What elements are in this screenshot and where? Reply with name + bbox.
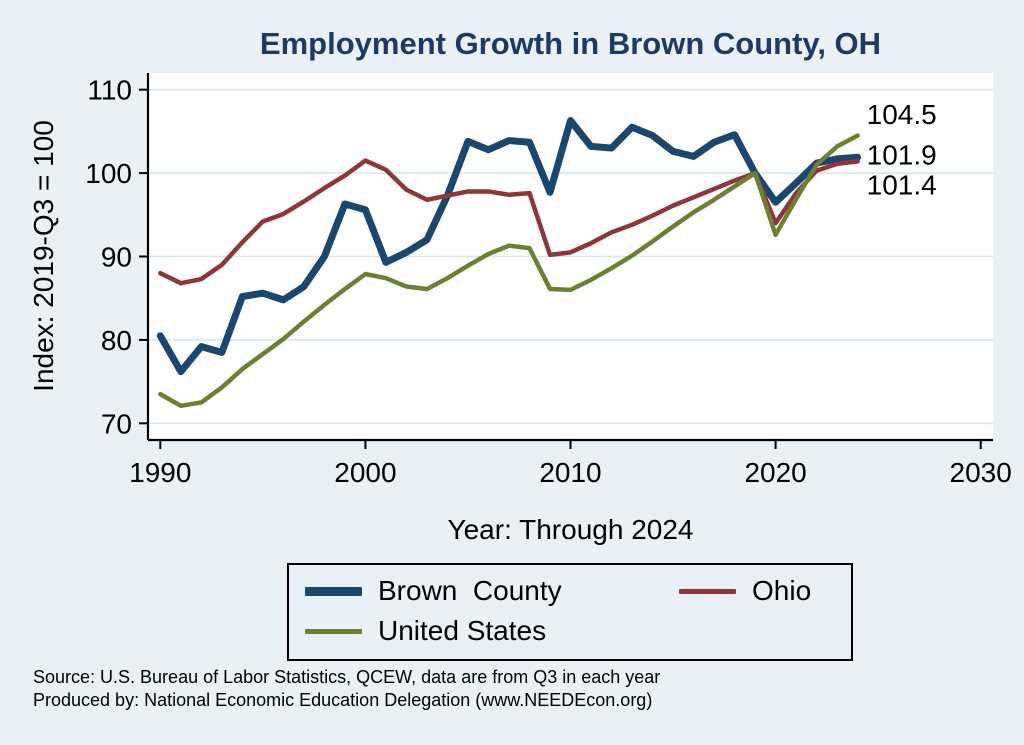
end-value-label: 104.5 — [867, 99, 937, 130]
footer-notes: Source: U.S. Bureau of Labor Statistics,… — [33, 666, 660, 712]
x-tick-label: 2030 — [950, 457, 1012, 488]
chart-title: Employment Growth in Brown County, OH — [259, 26, 882, 61]
y-tick-label: 70 — [101, 408, 132, 439]
y-tick-label: 90 — [101, 242, 132, 273]
legend: Brown County Ohio United States — [287, 563, 853, 661]
legend-line-sample-united-states — [305, 628, 362, 634]
y-tick-label: 80 — [101, 325, 132, 356]
legend-label-united-states: United States — [378, 615, 547, 646]
series-line-united-states — [158, 133, 860, 409]
legend-line-sample-ohio — [679, 588, 736, 594]
plot-area: 70 80 90 100 110 1990 2000 2010 2020 2030 104.5 101… — [85, 73, 1012, 488]
x-tick-label: 2010 — [539, 457, 601, 488]
series-line-ohio — [158, 158, 860, 286]
legend-label-ohio: Ohio — [752, 575, 812, 606]
y-tick-label: 100 — [85, 158, 132, 189]
legend-label-brown-county: Brown County — [378, 575, 562, 606]
x-tick-label: 1990 — [129, 457, 191, 488]
legend-line-sample-brown-county — [305, 586, 362, 596]
source-note: Source: U.S. Bureau of Labor Statistics,… — [33, 667, 661, 687]
legend-item-brown-county: Brown County — [289, 575, 663, 607]
series-line-brown-county — [156, 117, 862, 376]
x-tick-label: 2020 — [744, 457, 806, 488]
legend-item-ohio: Ohio — [663, 575, 851, 607]
legend-item-united-states: United States — [289, 615, 663, 647]
x-tick-label: 2000 — [334, 457, 396, 488]
x-axis-label: Year: Through 2024 — [447, 514, 694, 545]
credit-note: Produced by: National Economic Education… — [33, 690, 653, 710]
end-value-label: 101.4 — [867, 170, 937, 201]
y-tick-label: 110 — [87, 75, 132, 106]
end-value-label: 101.9 — [867, 140, 937, 171]
